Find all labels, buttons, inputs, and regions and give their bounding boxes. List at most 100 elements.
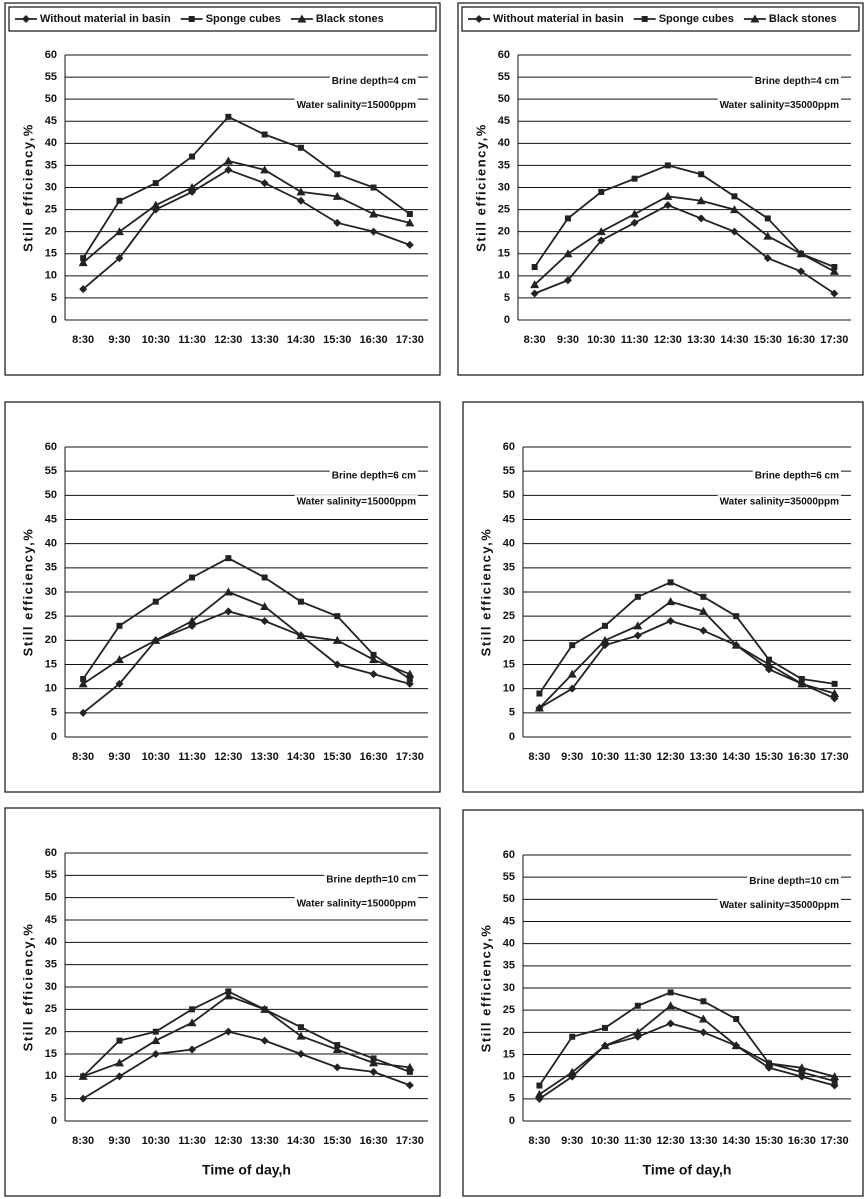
- annotation-bg: [752, 469, 841, 483]
- data-point: [633, 631, 642, 640]
- x-tick-label: 11:30: [621, 334, 649, 346]
- data-point: [79, 285, 88, 294]
- legend-label: Without material in basin: [493, 13, 624, 25]
- legend-box: [461, 6, 860, 32]
- x-tick-label: 11:30: [178, 751, 206, 763]
- x-tick-label: 10:30: [591, 751, 619, 763]
- y-tick-label: 60: [45, 49, 57, 61]
- data-point: [764, 215, 771, 222]
- x-tick-label: 13:30: [689, 751, 717, 763]
- y-tick-label: 5: [509, 1093, 515, 1105]
- data-point: [296, 631, 306, 639]
- x-tick-label: 14:30: [720, 334, 748, 346]
- series-line: [82, 168, 411, 290]
- data-point: [296, 1031, 306, 1040]
- x-tick-label: 8:30: [72, 751, 94, 763]
- annotation-bg: [717, 98, 841, 113]
- data-point: [370, 651, 377, 658]
- y-tick-label: 55: [503, 465, 515, 477]
- legend-box: [8, 6, 437, 32]
- data-point: [699, 626, 708, 635]
- x-tick-label: 11:30: [178, 334, 206, 346]
- data-point: [763, 231, 773, 240]
- data-point: [260, 165, 270, 174]
- data-point: [830, 689, 840, 697]
- data-point: [796, 249, 806, 258]
- data-point: [666, 617, 675, 625]
- series-line: [82, 994, 410, 1078]
- data-point: [333, 1063, 342, 1072]
- data-point: [332, 191, 342, 200]
- data-point: [667, 579, 674, 586]
- data-point: [151, 200, 161, 209]
- x-tick-label: 9:30: [557, 334, 579, 346]
- data-point: [797, 267, 806, 276]
- annotation-bg: [717, 898, 841, 913]
- legend-marker: [297, 14, 307, 23]
- data-point: [730, 227, 739, 236]
- data-point: [369, 1067, 378, 1076]
- data-point: [79, 708, 88, 717]
- x-tick-label: 17:30: [820, 334, 848, 346]
- y-tick-label: 5: [51, 707, 57, 719]
- data-point: [731, 1041, 741, 1050]
- x-tick-label: 15:30: [323, 334, 351, 346]
- data-point: [569, 642, 576, 649]
- data-point: [563, 249, 573, 258]
- y-tick-label: 25: [498, 203, 510, 215]
- data-point: [666, 1019, 675, 1028]
- y-tick-label: 50: [498, 93, 510, 105]
- data-point: [78, 258, 88, 267]
- x-tick-label: 10:30: [591, 1135, 619, 1147]
- y-tick-label: 35: [503, 562, 515, 574]
- y-tick-label: 5: [51, 1093, 57, 1105]
- x-tick-label: 13:30: [251, 1135, 279, 1147]
- data-point: [405, 240, 414, 249]
- data-point: [798, 676, 805, 682]
- data-point: [764, 660, 774, 668]
- y-tick-label: 60: [503, 441, 515, 453]
- x-tick-label: 16:30: [359, 1135, 387, 1147]
- series-line: [82, 590, 411, 685]
- data-point: [664, 162, 671, 169]
- annotation-bg: [329, 469, 418, 483]
- data-point: [296, 187, 306, 196]
- data-point: [630, 218, 639, 227]
- x-tick-label: 9:30: [108, 334, 130, 346]
- y-tick-label: 5: [504, 292, 510, 304]
- data-point: [151, 1050, 160, 1058]
- chart-panel: 0 5 10 15 20 25 30 35 40 45 50 55 60 8:30 9:30 10:30 11:…: [462, 401, 864, 793]
- data-point: [224, 607, 233, 616]
- data-point: [698, 171, 705, 178]
- data-point: [568, 684, 577, 693]
- annotation: Water salinity=15000ppm: [297, 497, 417, 508]
- y-tick-label: 40: [503, 538, 515, 550]
- series-line: [534, 204, 835, 295]
- data-point: [225, 555, 232, 562]
- y-tick-label: 10: [498, 270, 510, 282]
- data-point: [260, 602, 270, 610]
- y-tick-label: 30: [498, 181, 510, 193]
- annotation: Water salinity=35000ppm: [720, 900, 840, 911]
- y-axis-label: Still efficiency,%: [478, 924, 493, 1053]
- y-tick-label: 45: [503, 915, 515, 927]
- series-line: [82, 115, 411, 259]
- data-point: [831, 680, 838, 687]
- annotation-bg: [294, 495, 418, 510]
- legend-marker: [475, 15, 483, 23]
- y-tick-label: 50: [503, 489, 515, 501]
- data-point: [763, 254, 772, 263]
- data-point: [334, 613, 341, 620]
- y-tick-label: 40: [45, 137, 57, 149]
- data-point: [830, 1072, 840, 1081]
- y-tick-label: 35: [45, 562, 57, 574]
- data-point: [223, 156, 233, 165]
- data-point: [405, 1062, 415, 1071]
- y-tick-label: 50: [45, 489, 57, 501]
- data-point: [332, 635, 342, 644]
- data-point: [369, 227, 378, 236]
- data-point: [260, 617, 269, 625]
- data-point: [369, 1058, 379, 1067]
- x-tick-label: 11:30: [178, 1135, 206, 1147]
- y-tick-label: 35: [45, 159, 57, 171]
